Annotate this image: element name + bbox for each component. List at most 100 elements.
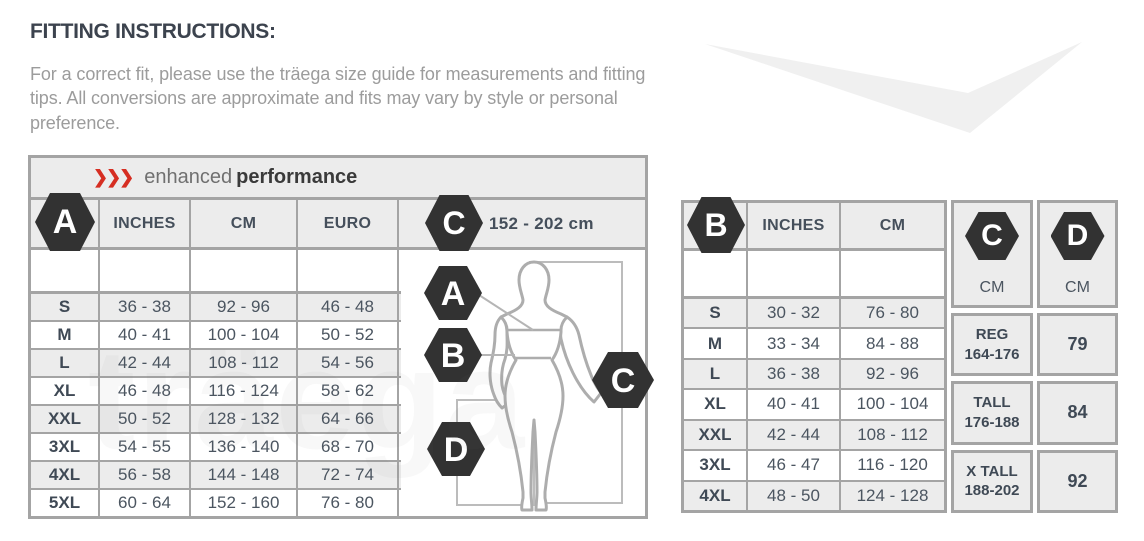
euro-cell: 46 - 48 <box>298 294 399 320</box>
table-row: XL 46 - 48 116 - 124 58 - 62 <box>31 378 401 406</box>
cm-cell: 128 - 132 <box>191 406 298 432</box>
table-row: 3XL 54 - 55 136 - 140 68 - 70 <box>31 434 401 462</box>
height-group-box: TALL 176-188 <box>951 381 1033 445</box>
inches-cell: 56 - 58 <box>100 462 191 488</box>
euro-cell: 50 - 52 <box>298 322 399 348</box>
triple-chevron-icon: ❯❯❯ <box>93 167 134 187</box>
cm-cell: 100 - 104 <box>191 322 298 348</box>
euro-cell: 72 - 74 <box>298 462 399 488</box>
table-row: 4XL 56 - 58 144 - 148 72 - 74 <box>31 462 401 490</box>
hexagon-d-icon: D <box>1050 212 1105 260</box>
cm-cell: 144 - 148 <box>191 462 298 488</box>
cm-cell: 92 - 96 <box>191 294 298 320</box>
intro-text: For a correct fit, please use the träega… <box>30 64 646 133</box>
cm-cell: 100 - 104 <box>856 394 929 414</box>
left-table-body: S 36 - 38 92 - 96 46 - 48 M 40 - 41 100 … <box>31 250 654 516</box>
size-cell: XL <box>31 378 100 404</box>
left-table-header-row: INCHES CM EURO 152 - 202 cm A C <box>31 193 645 251</box>
marker-a-header-cell <box>31 200 100 247</box>
group-label: TALL <box>973 394 1011 412</box>
group-range: 164-176 <box>964 345 1020 363</box>
cm-cell: 76 - 80 <box>866 303 919 323</box>
size-cell: 3XL <box>31 434 100 460</box>
cm-cell: 92 - 96 <box>866 364 919 384</box>
waist-inseam-section: INCHES CM B S 30 - 32 76 - 80 M 33 - 34 … <box>681 197 1118 513</box>
inches-cell: 36 - 38 <box>748 359 841 389</box>
euro-cell: 58 - 62 <box>298 378 399 404</box>
page-title: FITTING INSTRUCTIONS: <box>30 20 276 43</box>
table-row: 5XL 60 - 64 152 - 160 76 - 80 <box>31 490 401 516</box>
size-cell: XXL <box>31 406 100 432</box>
cm-cell: 116 - 120 <box>857 455 928 475</box>
size-cell: M <box>684 329 748 358</box>
figure-hexagon-a-icon: A <box>424 266 482 320</box>
size-cell: S <box>31 294 100 320</box>
inseam-value-box: 84 <box>1037 381 1118 445</box>
figure-hexagon-b-icon: B <box>424 328 482 382</box>
table-row: S 36 - 38 92 - 96 46 - 48 <box>31 294 401 322</box>
inches-cell: 48 - 50 <box>748 481 841 510</box>
table-row: XXL 50 - 52 128 - 132 64 - 66 <box>31 406 401 434</box>
inches-cell: 42 - 44 <box>100 350 191 376</box>
svg-text:A: A <box>441 275 466 313</box>
inches-column-header: INCHES <box>100 200 191 247</box>
size-cell: 5XL <box>31 490 100 516</box>
figure-hexagon-d-icon: D <box>427 422 485 476</box>
inches-cell: 40 - 41 <box>748 390 841 419</box>
height-group-box: REG 164-176 <box>951 313 1033 377</box>
inches-cell: 42 - 44 <box>748 420 841 450</box>
group-label: REG <box>975 326 1009 344</box>
table-row: XL 40 - 41 100 - 104 <box>684 390 944 421</box>
inseam-column: D CM 79 84 92 <box>1037 200 1118 513</box>
inches-cell: 60 - 64 <box>100 490 191 516</box>
cm-cell: 124 - 128 <box>856 485 929 505</box>
right-table-header-row: INCHES CM B <box>684 197 944 253</box>
group-range: 176-188 <box>964 413 1020 431</box>
inseam-value-box: 79 <box>1037 313 1118 377</box>
euro-column-header: EURO <box>298 200 399 247</box>
table-row: 3XL 46 - 47 116 - 120 <box>684 451 944 482</box>
height-group-column: C CM REG 164-176 TALL 176-188 X TALL 188… <box>951 200 1033 513</box>
inches-cell: 50 - 52 <box>100 406 191 432</box>
euro-cell: 76 - 80 <box>298 490 399 516</box>
enhanced-performance-size-table: ❯❯❯ enhanced performance INCHES CM EURO … <box>28 155 654 519</box>
height-range-header: 152 - 202 cm <box>489 213 594 233</box>
inseam-value: 84 <box>1067 402 1088 423</box>
inseam-value: 92 <box>1067 470 1088 491</box>
c-column-header-box: C CM <box>951 200 1033 308</box>
table-row: M 33 - 34 84 - 88 <box>684 329 944 360</box>
cm-column-header: CM <box>191 200 298 247</box>
inches-cell: 40 - 41 <box>100 322 191 348</box>
cm-cell: 136 - 140 <box>191 434 298 460</box>
cm-cell: 152 - 160 <box>191 490 298 516</box>
size-cell: L <box>684 359 748 389</box>
hexagon-c-icon: C <box>965 212 1019 260</box>
table-row: XXL 42 - 44 108 - 112 <box>684 420 944 452</box>
cm-cell: 116 - 124 <box>191 378 298 404</box>
group-label: X TALL <box>966 462 1018 480</box>
cm-column-header: CM <box>879 216 906 234</box>
cm-cell: 108 - 112 <box>191 350 298 376</box>
body-figure-illustration: A B C D <box>424 260 654 512</box>
size-cell: 3XL <box>684 451 748 480</box>
brand-word-light: enhanced <box>144 166 233 188</box>
brand-strip: ❯❯❯ enhanced performance <box>31 158 645 200</box>
inseam-value-box: 92 <box>1037 449 1118 513</box>
size-cell: M <box>31 322 100 348</box>
hexagon-a-icon: A <box>35 193 95 251</box>
size-cell: S <box>684 299 748 328</box>
inches-cell: 46 - 47 <box>748 451 841 480</box>
waist-size-table: INCHES CM B S 30 - 32 76 - 80 M 33 - 34 … <box>681 197 947 513</box>
svg-text:C: C <box>611 362 636 400</box>
d-column-header-box: D CM <box>1037 200 1118 308</box>
size-cell: 4XL <box>684 481 748 510</box>
height-group-box: X TALL 188-202 <box>951 449 1033 513</box>
table-row: S 30 - 32 76 - 80 <box>684 299 944 330</box>
left-table-rows: S 36 - 38 92 - 96 46 - 48 M 40 - 41 100 … <box>31 250 401 516</box>
inches-column-header: INCHES <box>748 203 841 248</box>
table-row: M 40 - 41 100 - 104 50 - 52 <box>31 322 401 350</box>
brand-word-bold: performance <box>236 166 358 188</box>
size-cell: 4XL <box>31 462 100 488</box>
inseam-value: 79 <box>1067 334 1088 355</box>
